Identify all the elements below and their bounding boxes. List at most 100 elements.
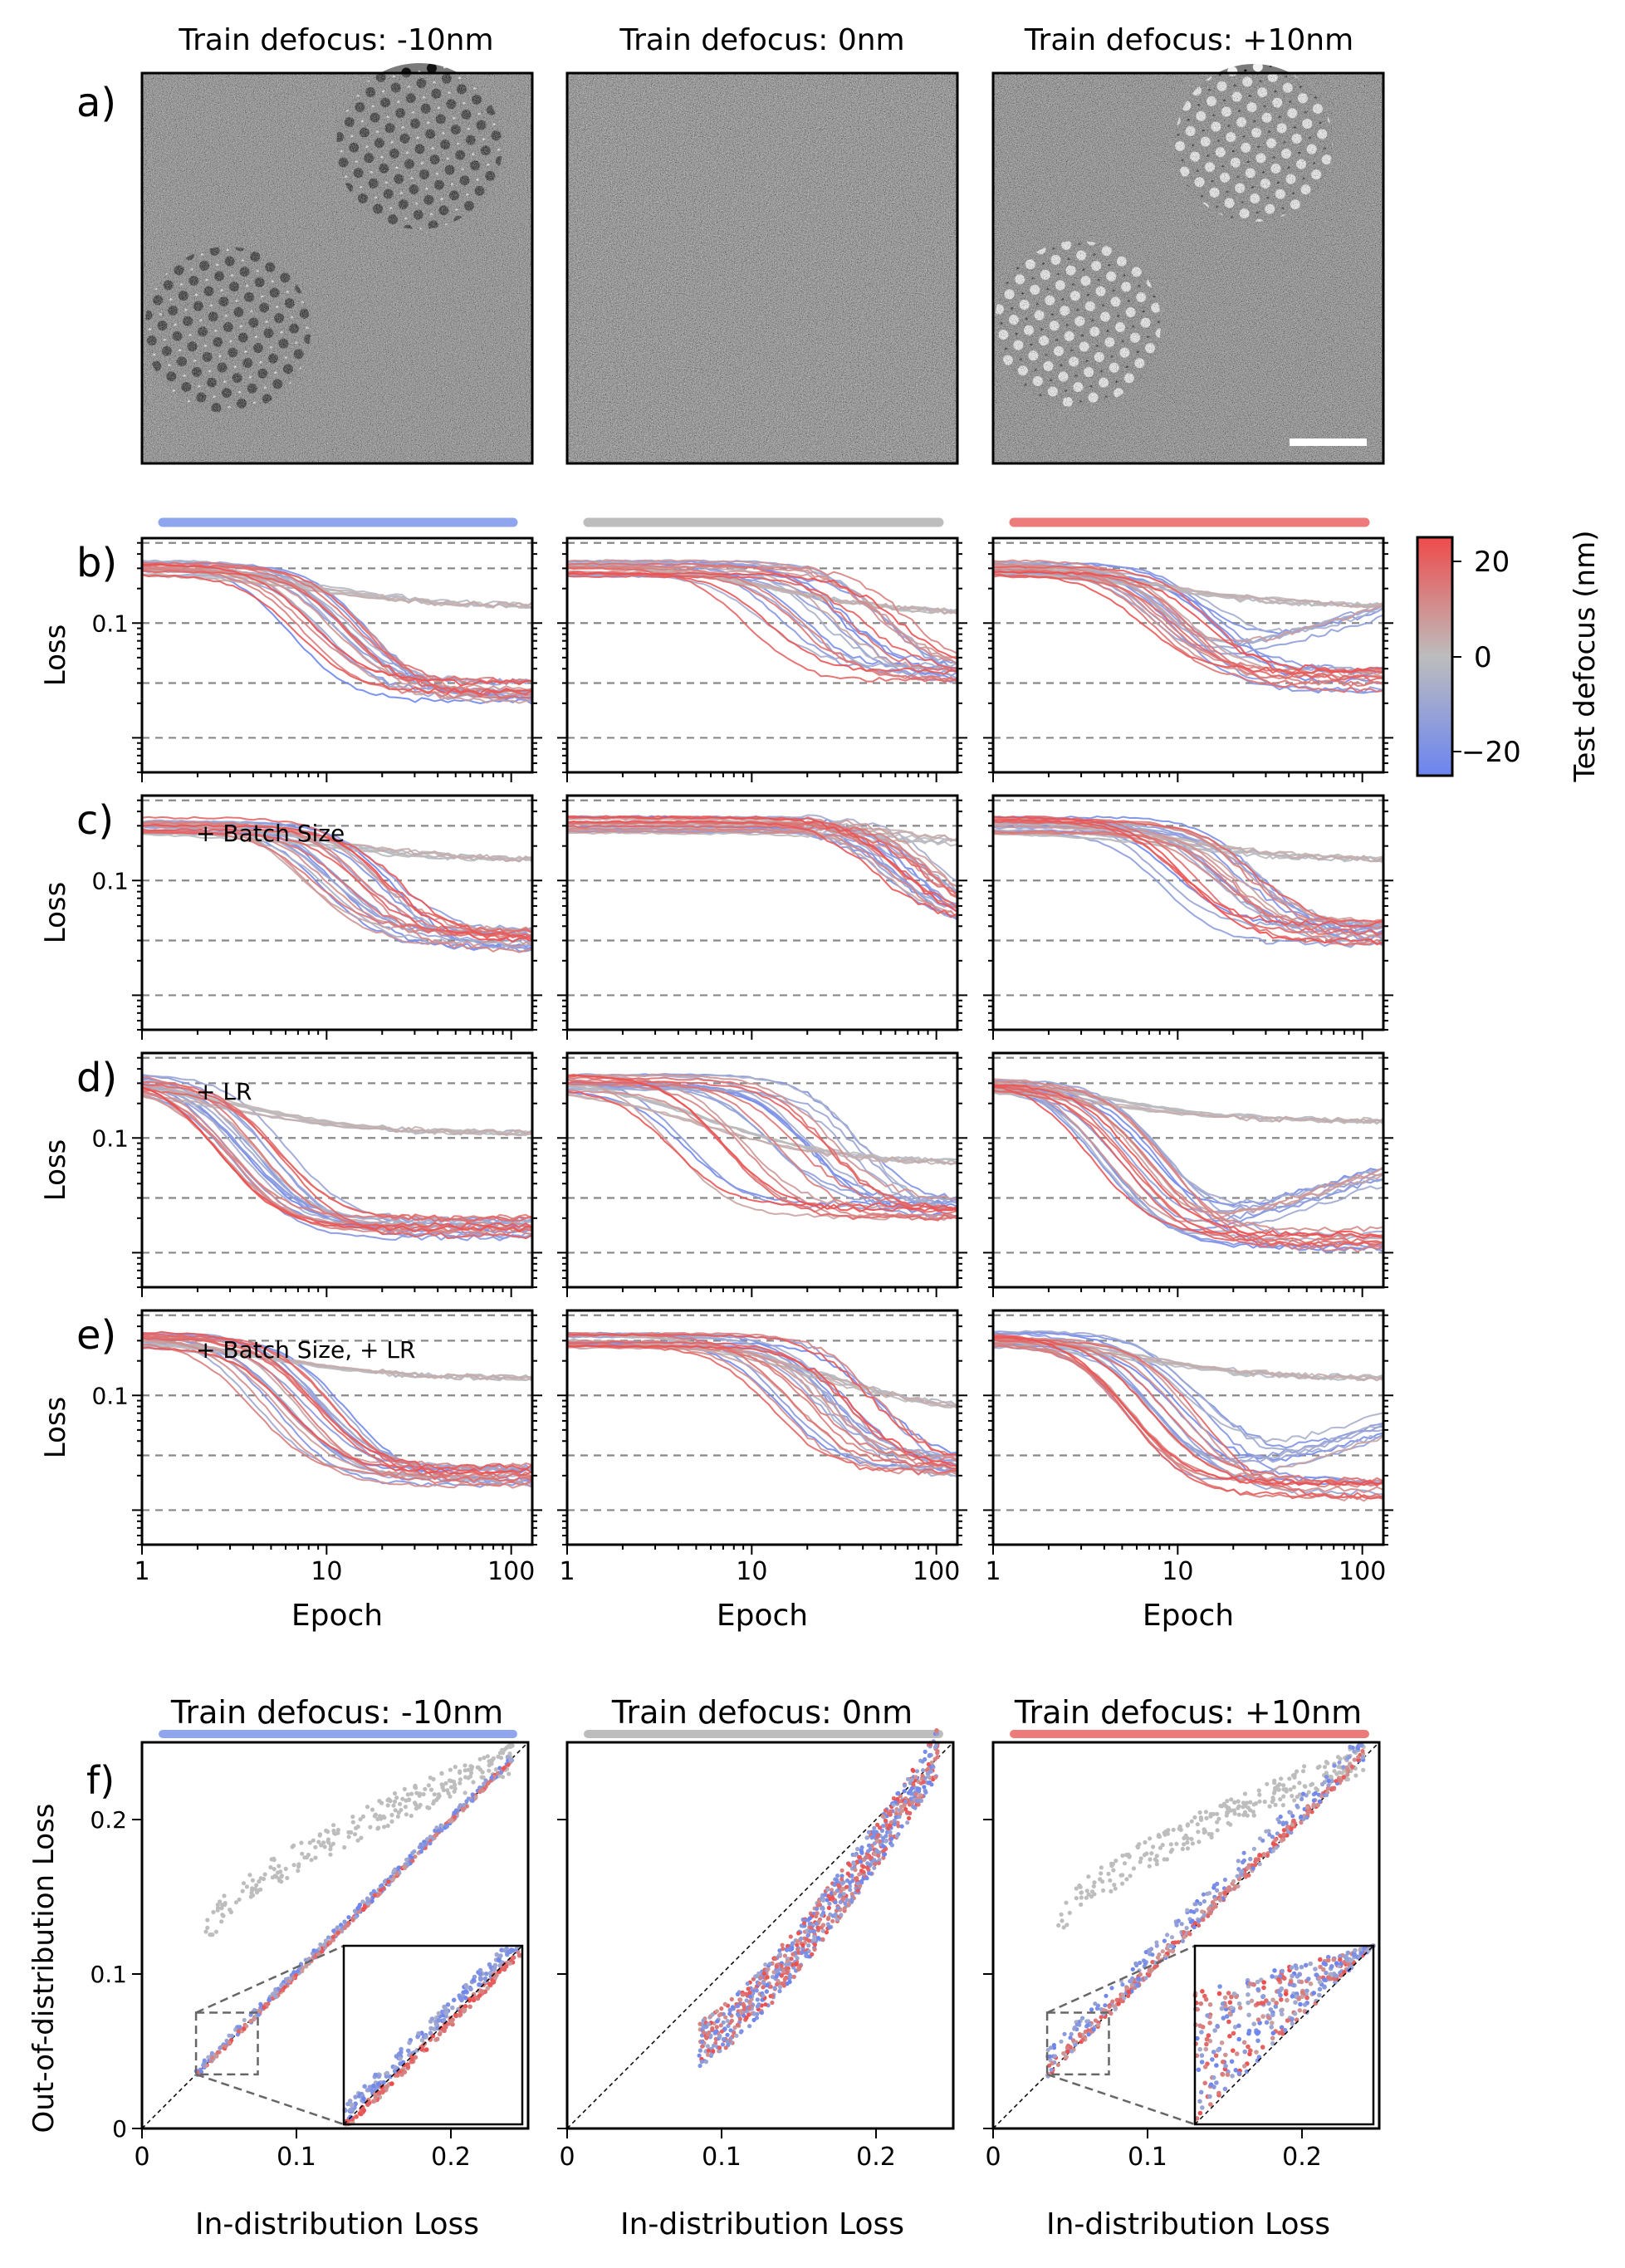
inset-point (462, 2009, 467, 2014)
scatter-point (906, 1776, 911, 1781)
scatter-point (300, 1966, 306, 1971)
scatter-point (1192, 1925, 1197, 1930)
scatter-point (859, 1859, 864, 1864)
scatter-point-gray (370, 1807, 375, 1812)
scatter-point-gray (1154, 1859, 1159, 1864)
scatter-point-gray (368, 1825, 373, 1830)
inset-point (1298, 2001, 1303, 2007)
scatter-point (1288, 1810, 1294, 1815)
scatter-point-gray (299, 1840, 304, 1845)
scatter-point (741, 2001, 746, 2006)
scatter-point (736, 2003, 741, 2008)
scatter-point (767, 1962, 772, 1967)
scatter-point (755, 2004, 761, 2009)
inset-point (1242, 2049, 1247, 2055)
inset-point (348, 2107, 353, 2113)
loss-curve (566, 1086, 958, 1212)
scatter-point (697, 2021, 702, 2026)
scatter-point (436, 1829, 441, 1834)
inset-point (464, 1984, 470, 1990)
scatter-point-gray (1165, 1831, 1170, 1836)
inset-point (485, 1986, 491, 1991)
scatter-point-gray (1339, 1771, 1344, 1776)
inset-point (1199, 2053, 1205, 2058)
scatter-point (1324, 1793, 1329, 1798)
inset-point (1249, 1998, 1255, 2004)
inset-point (1279, 1997, 1284, 2002)
scatter-point (772, 1986, 777, 1991)
loss-curve (992, 1338, 1384, 1500)
scatter-point-gray (1174, 1841, 1179, 1846)
column-title-f-1: Train defocus: -10nm (170, 1694, 503, 1731)
loss-curve (141, 1346, 533, 1475)
scatter-point (1222, 1877, 1227, 1883)
ylabel-loss-e: Loss (39, 1397, 72, 1459)
scatter-point (781, 1969, 786, 1974)
inset-point (1215, 2023, 1220, 2029)
scatter-point (252, 2016, 257, 2021)
scatter-point (781, 1947, 786, 1952)
scatter-point-gray (404, 1812, 409, 1817)
inset-point (398, 2056, 403, 2061)
inset-diagonal (1194, 1945, 1374, 2125)
scatter-point (404, 1861, 410, 1866)
scatter-point (832, 1882, 837, 1887)
scatter-point (839, 1868, 844, 1873)
scatter-point (1281, 1828, 1286, 1833)
scatter-point (706, 2052, 711, 2057)
scatter-point-gray (1120, 1853, 1125, 1858)
scatter-point (779, 1963, 784, 1968)
scatter-point-gray (350, 1815, 355, 1820)
loss-curve (992, 1090, 1384, 1245)
scatter-point-gray (1248, 1800, 1253, 1805)
x-tick-label: 0.1 (1128, 2143, 1167, 2172)
inset-point (463, 2004, 468, 2009)
axes-frame (991, 1741, 1381, 2130)
scatter-point-gray (493, 1767, 499, 1772)
scatter-point (786, 1943, 790, 1948)
scatter-point (1300, 1791, 1306, 1796)
inset-point (1219, 2040, 1225, 2045)
scatter-point (697, 2053, 702, 2058)
scatter-point-gray (441, 1787, 446, 1793)
scatter-point (861, 1864, 866, 1869)
scatter-point-gray (223, 1903, 228, 1908)
scatter-point-gray (382, 1815, 387, 1820)
scatter-point (1208, 1911, 1213, 1916)
scatter-point (1341, 1775, 1346, 1780)
scatter-point (832, 1891, 837, 1896)
scatter-point (934, 1743, 939, 1748)
scatter-point (830, 1918, 835, 1923)
inset-point (471, 1977, 476, 1983)
inset-point (1255, 2001, 1260, 2006)
scatter-point-gray (249, 1890, 254, 1896)
scatter-point (727, 2007, 732, 2012)
scatter-point-gray (1061, 1925, 1066, 1930)
scatter-point-gray (328, 1844, 333, 1849)
scatter-point (893, 1811, 898, 1816)
scatter-point-gray (1232, 1800, 1237, 1805)
scatter-point (1069, 2049, 1074, 2054)
loss-curve (992, 816, 1384, 946)
scatter-point-gray (1100, 1879, 1105, 1884)
scatter-point (697, 2063, 702, 2069)
xlabel-epoch-1: Epoch (291, 1599, 383, 1633)
scatter-point-gray (1215, 1828, 1220, 1833)
scatter-point (1236, 1859, 1241, 1864)
scatter-point (861, 1869, 866, 1874)
scatter-point-gray (1322, 1765, 1328, 1770)
scatter-point (808, 1928, 813, 1933)
scatter-point (881, 1844, 886, 1849)
scatter-point-gray (331, 1828, 336, 1834)
inset-point (1234, 2051, 1240, 2056)
scatter-point-gray (375, 1816, 380, 1821)
scatter-point (738, 2030, 743, 2035)
scatter-point (1150, 1952, 1155, 1957)
scatter-point (781, 1983, 787, 1988)
scatter-point-gray (1306, 1790, 1311, 1795)
loss-curve (993, 818, 1384, 928)
scatter-point (759, 2011, 765, 2016)
xlabel-f-3: In-distribution Loss (1046, 2207, 1330, 2241)
scatter-point (935, 1755, 940, 1760)
